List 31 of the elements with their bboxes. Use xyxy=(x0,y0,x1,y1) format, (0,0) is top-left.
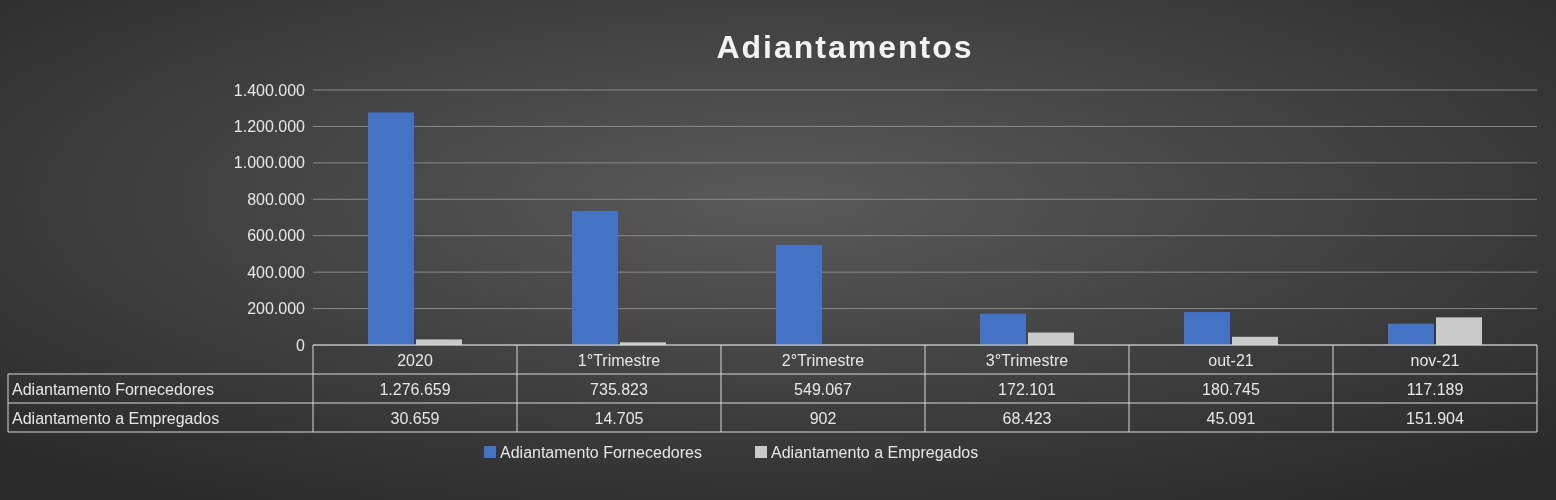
y-tick-label: 400.000 xyxy=(247,263,306,281)
x-tick-label: 2020 xyxy=(397,351,433,369)
data-label: 735.823 xyxy=(590,380,649,398)
x-tick-label: 3°Trimestre xyxy=(985,351,1069,369)
y-tick-label: 0 xyxy=(296,336,306,354)
legend-label: Adiantamento Fornecedores xyxy=(500,444,702,461)
data-label: 14.705 xyxy=(594,409,644,427)
chart-title: Adiantamentos xyxy=(716,29,974,65)
x-tick-label: 1°Trimestre xyxy=(577,351,661,369)
data-label: 549.067 xyxy=(794,380,853,398)
text: Adiantamento Fornecedores xyxy=(12,380,214,398)
y-tick-label: 200.000 xyxy=(247,300,306,318)
data-label: 151.904 xyxy=(1406,409,1465,427)
data-label: 902 xyxy=(809,409,837,427)
y-tick-label: 800.000 xyxy=(247,190,306,208)
y-tick-label: 1.200.000 xyxy=(233,118,306,136)
text: Adiantamento a Empregados xyxy=(12,409,220,427)
data-label: 45.091 xyxy=(1206,409,1256,427)
data-label: 30.659 xyxy=(390,409,440,427)
data-label: 1.276.659 xyxy=(379,380,451,398)
x-tick-label: nov-21 xyxy=(1410,351,1460,369)
y-tick-label: 1.000.000 xyxy=(233,154,306,172)
x-tick-label: 2°Trimestre xyxy=(781,351,865,369)
data-label: 68.423 xyxy=(1002,409,1052,427)
legend-label: Adiantamento a Empregados xyxy=(771,444,979,461)
y-tick-label: 600.000 xyxy=(247,227,306,245)
data-label: 180.745 xyxy=(1202,380,1261,398)
data-label: 172.101 xyxy=(998,380,1057,398)
data-label: 117.189 xyxy=(1406,380,1464,398)
y-tick-label: 1.400.000 xyxy=(233,81,306,99)
x-tick-label: out-21 xyxy=(1208,351,1254,369)
